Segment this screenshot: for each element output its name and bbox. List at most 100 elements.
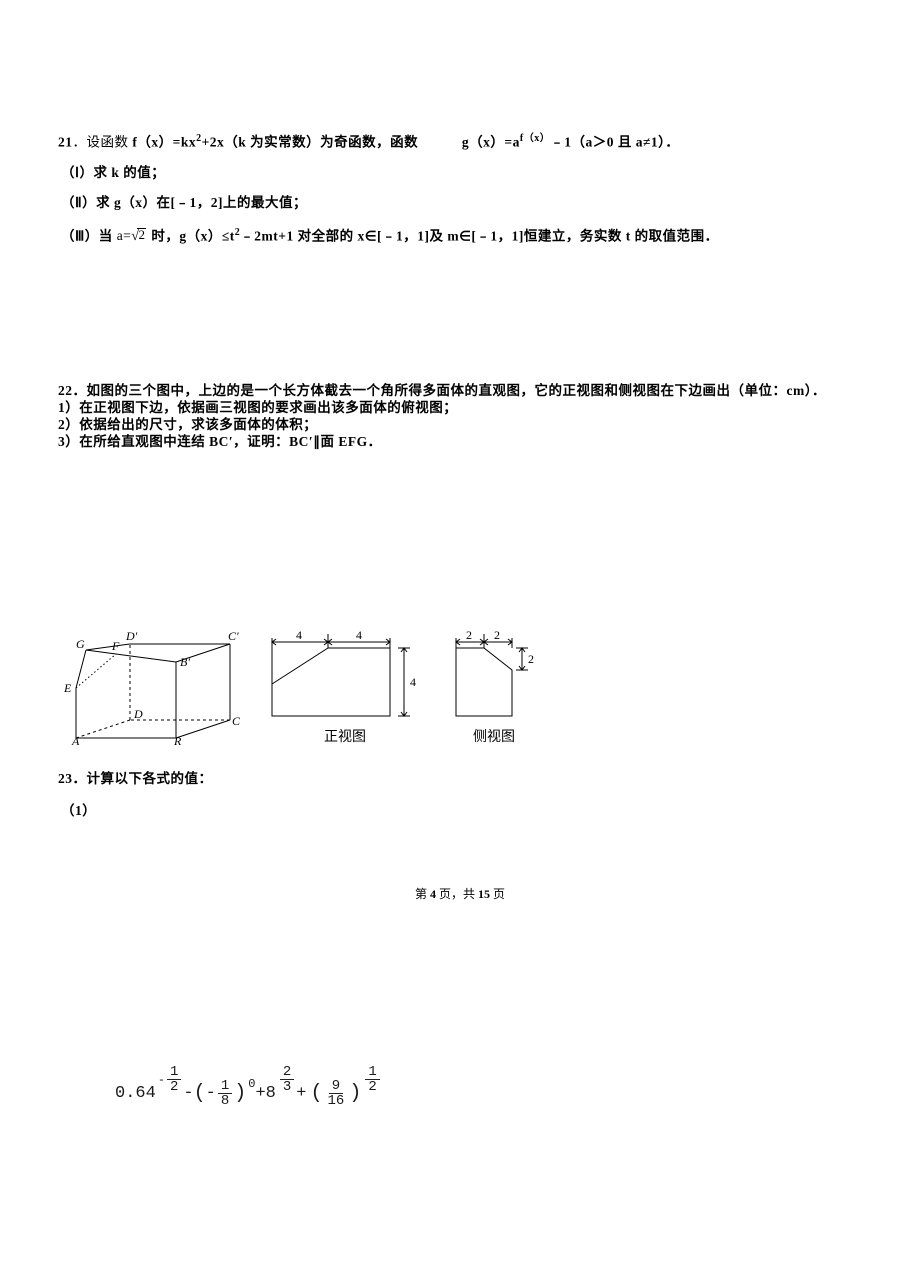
q21-stem: 21．设函数 f（x）=kx2+2x（k 为实常数）为奇函数，函数 g（x）=a… <box>58 128 878 154</box>
q22-p3: 3）在所给直观图中连结 BC′，证明：BC′∥面 EFG． <box>58 433 878 450</box>
gap <box>58 214 878 222</box>
front-svg: 4 4 4 <box>264 628 426 724</box>
exp3-frac: 2 3 <box>280 1065 294 1094</box>
q21-fdef: f（x）=kx <box>129 135 197 150</box>
q22-stem: 22．如图的三个图中，上边的是一个长方体截去一个角所得多面体的直观图，它的正视图… <box>58 382 878 399</box>
radicand: 2 <box>137 228 146 241</box>
label-Dp: D' <box>125 629 138 643</box>
label-F: F <box>111 639 120 653</box>
footer-total: 15 <box>478 887 490 901</box>
q21-part1: （Ⅰ）求 k 的值； <box>58 162 878 184</box>
exp3-num: 2 <box>280 1065 294 1080</box>
q23-stem-text: ．计算以下各式的值： <box>73 771 213 786</box>
exp1-num: 1 <box>167 1065 181 1080</box>
f2-num: 9 <box>329 1079 343 1094</box>
term3: 8 2 3 <box>266 1079 297 1108</box>
side-svg: 2 2 2 <box>450 628 538 724</box>
exp1-den: 2 <box>167 1080 181 1094</box>
exp4: 1 2 <box>363 1065 381 1094</box>
term2: ( - 1 8 ) 0 <box>194 1079 256 1108</box>
q21-gdef2: ﹣1（a＞0 且 a≠1）． <box>550 135 679 150</box>
gap <box>58 790 878 800</box>
exp4-num: 1 <box>365 1065 379 1080</box>
q21-fdef2: +2x（k 为实常数）为奇函数，函数 <box>202 135 419 150</box>
q21-part3: （Ⅲ）当 a= 2 时，g（x）≤t 2 ﹣2mt+1 对全部的 x∈[﹣1，1]及 … <box>58 222 878 249</box>
label-B: R <box>173 734 182 746</box>
sqrt-lhs: a= <box>117 228 132 243</box>
q21-number: 21 <box>58 135 73 150</box>
exp3: 2 3 <box>278 1065 296 1094</box>
exp1: - 1 2 <box>158 1065 184 1094</box>
q21-stem-a: ．设函数 <box>73 135 129 150</box>
side-dim1: 2 <box>466 628 472 642</box>
gap <box>58 154 878 162</box>
gap <box>58 184 878 192</box>
q23-stem: 23．计算以下各式的值： <box>58 768 878 790</box>
front-caption: 正视图 <box>324 726 366 746</box>
label-Bp: B' <box>180 655 190 669</box>
figure-side-view: 2 2 2 侧视图 <box>450 628 538 746</box>
lparen1: ( <box>194 1082 206 1105</box>
q22-p2: 2）依据给出的尺寸，求该多面体的体积； <box>58 416 878 433</box>
footer-a: 第 <box>415 887 430 901</box>
label-C: C <box>232 714 240 728</box>
f2-den: 16 <box>325 1094 348 1108</box>
exp1-sign: - <box>158 1074 165 1086</box>
problem-21: 21．设函数 f（x）=kx 2 +2x（k 为实常数）为奇函数，函数 g（x）=a… <box>58 128 878 248</box>
term4: ( 9 16 ) 1 2 <box>310 1079 381 1108</box>
cuboid-svg: A R C D D' C' B' E G F <box>58 628 240 746</box>
base3: 8 <box>266 1084 276 1103</box>
figure-front-view: 4 4 4 正视图 <box>264 628 426 746</box>
gap <box>58 264 878 382</box>
q21-p3a: （Ⅲ）当 <box>61 228 117 243</box>
q21-gsup: f（x） <box>520 133 550 144</box>
rparen1: ) <box>234 1082 246 1105</box>
label-G: G <box>76 637 85 651</box>
label-E: E <box>63 681 72 695</box>
label-A: A <box>71 734 80 746</box>
page-content: 21．设函数 f（x）=kx 2 +2x（k 为实常数）为奇函数，函数 g（x）=a… <box>58 128 878 838</box>
figure-cuboid: A R C D D' C' B' E G F <box>58 628 240 746</box>
side-caption: 侧视图 <box>473 726 515 746</box>
exp4-den: 2 <box>365 1080 379 1094</box>
side-dim2: 2 <box>494 628 500 642</box>
q21-p2: （Ⅱ）求 g（x）在[﹣1，2]上的最大值； <box>61 195 307 210</box>
sqrt2-inline: a= 2 <box>117 225 148 248</box>
front-dim1: 4 <box>296 628 302 642</box>
front-dimH: 4 <box>410 675 416 689</box>
neg: - <box>206 1084 216 1103</box>
radical-icon: 2 <box>131 225 146 248</box>
q21-gdef: g（x）=a <box>462 135 520 150</box>
figures-row: A R C D D' C' B' E G F <box>58 628 878 746</box>
exp2: 0 <box>248 1078 255 1090</box>
frac2: 9 16 <box>325 1079 348 1108</box>
equation-row: 0.64 - 1 2 - ( - 1 8 ) 0 + <box>115 1079 382 1108</box>
frac1: 1 8 <box>218 1079 232 1108</box>
exp1-frac: 1 2 <box>167 1065 181 1094</box>
label-D: D <box>133 707 143 721</box>
front-dim2: 4 <box>356 628 362 642</box>
q23-p1: （1） <box>58 800 878 822</box>
q21-part2: （Ⅱ）求 g（x）在[﹣1，2]上的最大值； <box>58 192 878 214</box>
exp4-frac: 1 2 <box>365 1065 379 1094</box>
q21-p3b: 时，g（x）≤t <box>151 228 234 243</box>
label-Cp: C' <box>228 629 239 643</box>
plus2: + <box>296 1084 306 1103</box>
minus1: - <box>183 1084 193 1103</box>
f1-den: 8 <box>218 1094 232 1108</box>
problem-23: 23．计算以下各式的值： （1） <box>58 768 878 822</box>
f1-num: 1 <box>218 1079 232 1094</box>
exp3-den: 3 <box>280 1080 294 1094</box>
footer-b: 页，共 <box>436 887 478 901</box>
plus1: + <box>255 1084 265 1103</box>
q22-p1: 1）在正视图下边，依据画三视图的要求画出该多面体的俯视图； <box>58 399 878 416</box>
rparen2: ) <box>349 1082 361 1105</box>
term1: 0.64 - 1 2 <box>115 1079 183 1108</box>
lparen2: ( <box>310 1082 322 1105</box>
q21-p3c: ﹣2mt+1 对全部的 x∈[﹣1，1]及 m∈[﹣1，1]恒建立，务实数 t … <box>240 228 718 243</box>
footer-c: 页 <box>490 887 505 901</box>
equation: 0.64 - 1 2 - ( - 1 8 ) 0 + <box>115 1079 382 1108</box>
gap <box>58 466 878 622</box>
q23-number: 23 <box>58 771 73 786</box>
page-footer: 第 4 页，共 15 页 <box>0 885 920 902</box>
